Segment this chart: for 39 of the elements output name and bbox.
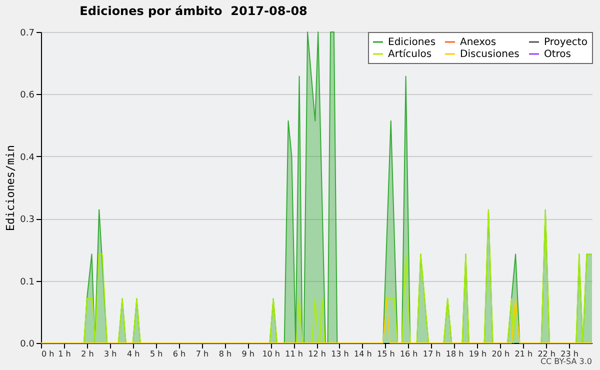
legend-label: Otros [544, 49, 572, 60]
x-tick-label: 4 h [126, 350, 140, 358]
y-axis-title: Ediciones/min [4, 144, 18, 232]
x-tick-label: 0 h [42, 350, 54, 358]
x-tick-label: 8 h [218, 350, 232, 358]
x-tick-label: 13 h [331, 350, 349, 358]
y-tick-label: 0.0 [20, 340, 35, 350]
x-tick-label: 18 h [446, 350, 464, 358]
x-tick-label: 9 h [242, 350, 254, 358]
x-tick-label: 21 h [514, 350, 533, 358]
x-tick-label: 6 h [172, 350, 186, 358]
x-tick-label: 11 h [285, 350, 303, 358]
y-tick-label: 0.4 [20, 152, 35, 163]
x-tick-label: 16 h [400, 350, 418, 358]
x-tick-label: 20 h [492, 350, 510, 358]
x-tick-label: 7 h [196, 350, 209, 358]
x-tick-label: 14 h [354, 350, 372, 358]
legend-label: Artículos [388, 49, 432, 60]
x-tick-label: 12 h [308, 350, 326, 358]
y-tick-label: 0.6 [20, 90, 35, 101]
x-tick-label: 5 h [150, 350, 163, 358]
y-tick-label: 0.3 [20, 215, 34, 226]
y-tick-label: 0.1 [20, 277, 34, 288]
x-tick-label: 3 h [104, 350, 117, 358]
x-tick-label: 15 h [376, 350, 395, 358]
legend-label: Discusiones [460, 49, 520, 60]
x-tick-label: 22 h [538, 350, 556, 358]
y-tick-label: 0.7 [20, 28, 34, 38]
legend-label: Proyecto [544, 37, 588, 48]
x-tick-label: 19 h [468, 350, 487, 358]
chart-title: Ediciones por ámbito 2017-08-08 [80, 4, 308, 18]
x-tick-label: 1 h [58, 350, 71, 358]
text: CC BY-SA 3.0 [540, 357, 592, 366]
legend-label: Ediciones [388, 37, 436, 48]
x-tick-label: 23 h [560, 350, 578, 358]
x-tick-label: 17 h [422, 350, 441, 358]
x-tick-label: 2 h [81, 350, 94, 358]
legend-label: Anexos [460, 37, 496, 48]
x-tick-label: 10 h [262, 350, 280, 358]
